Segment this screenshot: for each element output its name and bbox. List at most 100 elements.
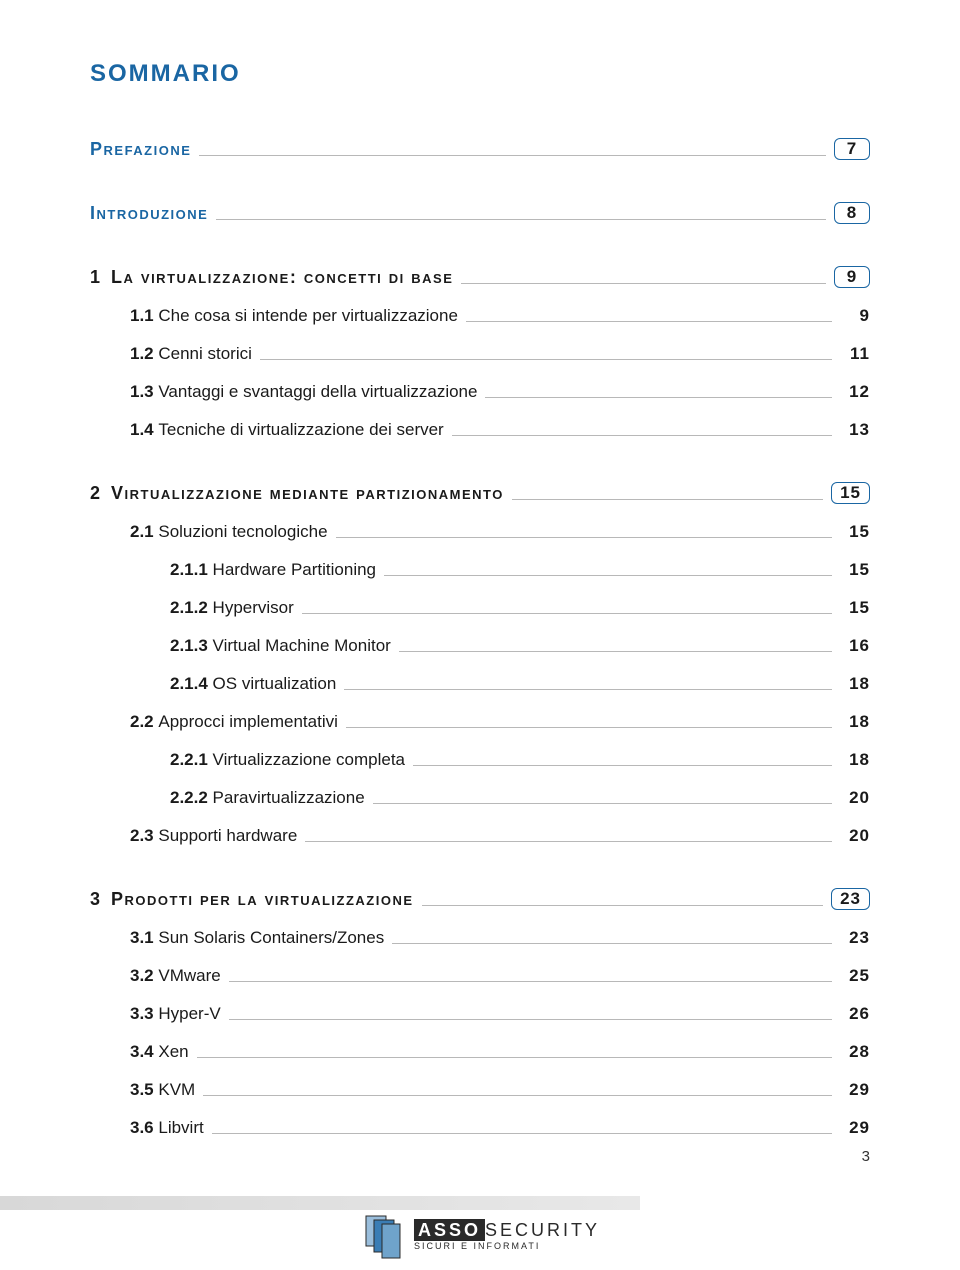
logo-asso: ASSO <box>414 1219 485 1241</box>
toc-label: 2.2.1 Virtualizzazione completa <box>170 750 405 770</box>
toc-page-number: 16 <box>840 636 870 656</box>
toc-label: 2.3 Supporti hardware <box>130 826 297 846</box>
footer-bar <box>0 1196 640 1210</box>
toc-label: Introduzione <box>90 203 208 224</box>
page-number: 3 <box>862 1148 870 1165</box>
toc-row[interactable]: 3.5 KVM 29 <box>130 1080 870 1100</box>
toc-page-number: 20 <box>840 788 870 808</box>
toc-leader <box>344 689 832 690</box>
toc-page-number: 15 <box>840 522 870 542</box>
toc-page-number: 23 <box>840 928 870 948</box>
toc-page-number: 18 <box>840 750 870 770</box>
toc-row[interactable]: Prefazione 7 <box>90 138 870 160</box>
toc-page-number: 15 <box>840 598 870 618</box>
toc-page-number: 15 <box>831 482 870 504</box>
logo: ASSOSECURITY SICURI E INFORMATI <box>360 1212 600 1260</box>
toc-label: 2.1.4 OS virtualization <box>170 674 336 694</box>
toc-page-number: 26 <box>840 1004 870 1024</box>
toc-label: 2.1.3 Virtual Machine Monitor <box>170 636 391 656</box>
toc-label: 3.3 Hyper-V <box>130 1004 221 1024</box>
toc-label: 2.2.2 Paravirtualizzazione <box>170 788 365 808</box>
toc-page-number: 13 <box>840 420 870 440</box>
toc-row[interactable]: 2.1.3 Virtual Machine Monitor 16 <box>170 636 870 656</box>
page-footer: 3 ASSOSECURITY SICURI E INFORMATI <box>0 1180 960 1270</box>
logo-main: ASSOSECURITY <box>414 1221 600 1239</box>
toc-page-number: 12 <box>840 382 870 402</box>
toc-page-number: 9 <box>834 266 870 288</box>
toc-label: 1.1 Che cosa si intende per virtualizzaz… <box>130 306 458 326</box>
toc-label: 1.4 Tecniche di virtualizzazione dei ser… <box>130 420 444 440</box>
toc-leader <box>197 1057 832 1058</box>
logo-text: ASSOSECURITY SICURI E INFORMATI <box>414 1221 600 1251</box>
toc-label: Prefazione <box>90 139 191 160</box>
toc-label: 3.6 Libvirt <box>130 1118 204 1138</box>
toc-row[interactable]: 1.3 Vantaggi e svantaggi della virtualiz… <box>130 382 870 402</box>
toc-row[interactable]: 2.2.2 Paravirtualizzazione 20 <box>170 788 870 808</box>
toc-leader <box>216 219 826 220</box>
toc-label: 3.2 VMware <box>130 966 221 986</box>
toc-label: 1 La virtualizzazione: concetti di base <box>90 267 453 288</box>
toc-leader <box>413 765 832 766</box>
toc-page-number: 15 <box>840 560 870 580</box>
toc-leader <box>302 613 832 614</box>
toc-leader <box>466 321 832 322</box>
toc-leader <box>260 359 832 360</box>
toc-row[interactable]: 2.1.2 Hypervisor 15 <box>170 598 870 618</box>
page-title: SOMMARIO <box>90 60 870 88</box>
toc-page-number: 20 <box>840 826 870 846</box>
toc-label: 2.1.2 Hypervisor <box>170 598 294 618</box>
toc-page-number: 23 <box>831 888 870 910</box>
toc-page-number: 18 <box>840 674 870 694</box>
toc-leader <box>203 1095 832 1096</box>
toc-row[interactable]: 2.2 Approcci implementativi 18 <box>130 712 870 732</box>
toc-row[interactable]: 1 La virtualizzazione: concetti di base 9 <box>90 266 870 288</box>
toc-page-number: 29 <box>840 1080 870 1100</box>
shield-docs-icon <box>360 1212 404 1260</box>
toc-leader <box>212 1133 832 1134</box>
toc-page-number: 9 <box>840 306 870 326</box>
toc-leader <box>461 283 826 284</box>
logo-security: SECURITY <box>485 1220 600 1240</box>
toc-label: 2.1 Soluzioni tecnologiche <box>130 522 328 542</box>
toc-row[interactable]: 2.1.1 Hardware Partitioning15 <box>170 560 870 580</box>
toc-label: 3.1 Sun Solaris Containers/Zones <box>130 928 384 948</box>
toc-row[interactable]: 3.4 Xen 28 <box>130 1042 870 1062</box>
toc-label: 2 Virtualizzazione mediante partizioname… <box>90 483 504 504</box>
toc-row[interactable]: 3.6 Libvirt29 <box>130 1118 870 1138</box>
toc-leader <box>373 803 832 804</box>
toc-leader <box>199 155 826 156</box>
toc-label: 3 Prodotti per la virtualizzazione <box>90 889 414 910</box>
toc-leader <box>336 537 832 538</box>
toc-page-number: 18 <box>840 712 870 732</box>
toc-row[interactable]: 2.1 Soluzioni tecnologiche 15 <box>130 522 870 542</box>
toc-list: Prefazione 7 Introduzione 8 1 La virtualizza… <box>90 138 870 1138</box>
toc-leader <box>422 905 824 906</box>
toc-label: 2.2 Approcci implementativi <box>130 712 338 732</box>
toc-row[interactable]: 2 Virtualizzazione mediante partizioname… <box>90 482 870 504</box>
toc-leader <box>485 397 832 398</box>
toc-row[interactable]: 3.2 VMware 25 <box>130 966 870 986</box>
toc-row[interactable]: 1.1 Che cosa si intende per virtualizzaz… <box>130 306 870 326</box>
toc-label: 3.4 Xen <box>130 1042 189 1062</box>
toc-row[interactable]: 2.3 Supporti hardware 20 <box>130 826 870 846</box>
toc-row[interactable]: Introduzione 8 <box>90 202 870 224</box>
toc-page-number: 25 <box>840 966 870 986</box>
toc-label: 1.3 Vantaggi e svantaggi della virtualiz… <box>130 382 477 402</box>
toc-row[interactable]: 2.1.4 OS virtualization 18 <box>170 674 870 694</box>
toc-leader <box>399 651 832 652</box>
toc-leader <box>452 435 832 436</box>
toc-row[interactable]: 3 Prodotti per la virtualizzazione 23 <box>90 888 870 910</box>
toc-row[interactable]: 2.2.1 Virtualizzazione completa 18 <box>170 750 870 770</box>
toc-page-number: 8 <box>834 202 870 224</box>
toc-leader <box>305 841 832 842</box>
toc-label: 3.5 KVM <box>130 1080 195 1100</box>
toc-row[interactable]: 1.4 Tecniche di virtualizzazione dei ser… <box>130 420 870 440</box>
toc-page-number: 7 <box>834 138 870 160</box>
toc-page-number: 28 <box>840 1042 870 1062</box>
toc-row[interactable]: 3.3 Hyper-V 26 <box>130 1004 870 1024</box>
toc-row[interactable]: 1.2 Cenni storici 11 <box>130 344 870 364</box>
toc-row[interactable]: 3.1 Sun Solaris Containers/Zones 23 <box>130 928 870 948</box>
toc-label: 1.2 Cenni storici <box>130 344 252 364</box>
toc-leader <box>229 1019 832 1020</box>
toc-page-number: 11 <box>840 344 870 364</box>
